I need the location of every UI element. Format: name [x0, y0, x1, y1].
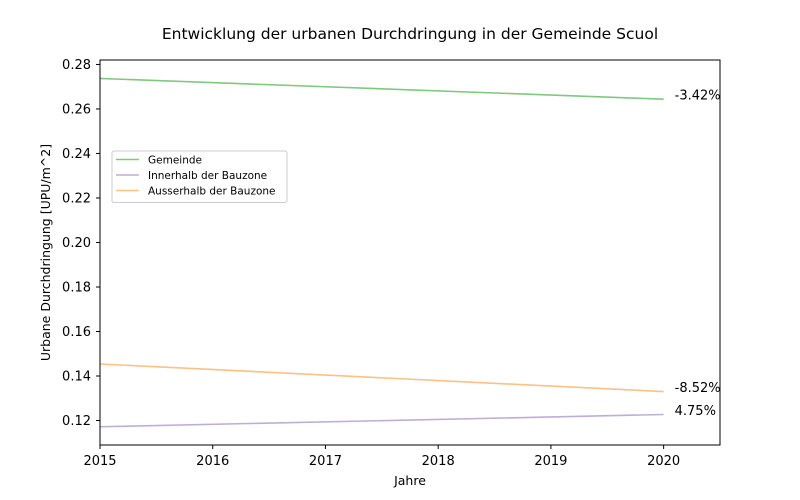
- legend-entry-label: Gemeinde: [148, 154, 202, 166]
- y-tick-label: 0.16: [62, 325, 91, 340]
- x-axis: 2015 2016 2017 2018 2019 2020: [83, 445, 680, 469]
- series-end-label: -8.52%: [675, 381, 721, 396]
- legend-frame: [111, 150, 288, 203]
- series-end-label: -3.42%: [675, 89, 721, 104]
- legend-entry-label: Innerhalb der Bauzone: [148, 170, 267, 182]
- y-tick-label: 0.20: [62, 236, 91, 251]
- y-tick-label: 0.22: [62, 191, 91, 206]
- x-tick-label: 2017: [309, 454, 342, 469]
- series-line-0: [99, 77, 664, 100]
- y-axis: 0.12 0.14 0.16 0.18 0.20 0.22 0.24 0.26 0.28: [62, 58, 100, 429]
- x-axis-label: Jahre: [393, 473, 426, 488]
- y-tick-label: 0.28: [62, 58, 91, 73]
- series-line-2: [99, 363, 664, 393]
- y-tick-label: 0.18: [62, 280, 91, 295]
- y-tick-label: 0.26: [62, 102, 91, 117]
- end-labels: -3.42% -8.52% 4.75%: [675, 89, 721, 419]
- chart-title: Entwicklung der urbanen Durchdringung in…: [162, 25, 658, 43]
- x-tick-label: 2018: [422, 454, 455, 469]
- x-tick-label: 2020: [647, 454, 680, 469]
- x-tick-label: 2019: [534, 454, 567, 469]
- x-tick-label: 2016: [196, 454, 229, 469]
- series-end-label: 4.75%: [675, 404, 716, 419]
- plot-frame: [99, 59, 721, 446]
- legend-entry-label: Ausserhalb der Bauzone: [148, 185, 276, 197]
- legend: Gemeinde Innerhalb der Bauzone Ausserhalb …: [111, 150, 288, 203]
- y-axis-label: Urbane Durchdringung [UPU/m^2]: [38, 144, 53, 361]
- x-tick-label: 2015: [83, 454, 116, 469]
- y-tick-label: 0.14: [62, 370, 91, 385]
- series-line-1: [99, 413, 664, 428]
- y-tick-label: 0.24: [62, 147, 91, 162]
- y-tick-label: 0.12: [62, 414, 91, 429]
- plot-lines: [99, 77, 664, 428]
